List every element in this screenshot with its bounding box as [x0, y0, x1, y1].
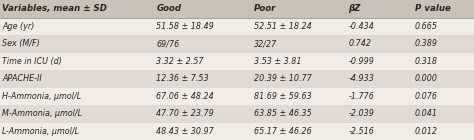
- Text: 48.43 ± 30.97: 48.43 ± 30.97: [156, 127, 214, 136]
- Text: -2.516: -2.516: [348, 127, 374, 136]
- Text: 12.36 ± 7.53: 12.36 ± 7.53: [156, 74, 209, 83]
- Text: Age (yr): Age (yr): [2, 22, 35, 31]
- Text: 3.53 ± 3.81: 3.53 ± 3.81: [254, 57, 301, 66]
- Text: 0.041: 0.041: [415, 109, 438, 118]
- Text: 65.17 ± 46.26: 65.17 ± 46.26: [254, 127, 311, 136]
- Text: 69/76: 69/76: [156, 39, 180, 48]
- Text: 63.85 ± 46.35: 63.85 ± 46.35: [254, 109, 311, 118]
- Text: Time in ICU (d): Time in ICU (d): [2, 57, 62, 66]
- Text: APACHE-II: APACHE-II: [2, 74, 42, 83]
- Text: 81.69 ± 59.63: 81.69 ± 59.63: [254, 92, 311, 101]
- Text: -0.999: -0.999: [348, 57, 374, 66]
- Text: 20.39 ± 10.77: 20.39 ± 10.77: [254, 74, 311, 83]
- Text: 52.51 ± 18.24: 52.51 ± 18.24: [254, 22, 311, 31]
- Bar: [0, 70, 474, 88]
- Text: M-Ammonia, μmol/L: M-Ammonia, μmol/L: [2, 109, 82, 118]
- Text: Sex (M/F): Sex (M/F): [2, 39, 40, 48]
- Text: 0.076: 0.076: [415, 92, 438, 101]
- Bar: [0, 18, 474, 35]
- Text: 0.389: 0.389: [415, 39, 438, 48]
- Text: Variables, mean ± SD: Variables, mean ± SD: [2, 4, 107, 13]
- Text: Poor: Poor: [254, 4, 276, 13]
- Text: 0.665: 0.665: [415, 22, 438, 31]
- Text: 0.742: 0.742: [348, 39, 372, 48]
- Bar: [0, 35, 474, 52]
- Bar: [0, 88, 474, 105]
- Bar: [0, 105, 474, 122]
- Bar: [0, 122, 474, 140]
- Text: -0.434: -0.434: [348, 22, 374, 31]
- Text: 0.318: 0.318: [415, 57, 438, 66]
- Text: 0.000: 0.000: [415, 74, 438, 83]
- Text: 47.70 ± 23.79: 47.70 ± 23.79: [156, 109, 214, 118]
- Text: 0.012: 0.012: [415, 127, 438, 136]
- Text: -2.039: -2.039: [348, 109, 374, 118]
- Text: 3.32 ± 2.57: 3.32 ± 2.57: [156, 57, 204, 66]
- Bar: [0, 0, 474, 18]
- Text: L-Ammonia, μmol/L: L-Ammonia, μmol/L: [2, 127, 80, 136]
- Text: -4.933: -4.933: [348, 74, 374, 83]
- Text: H-Ammonia, μmol/L: H-Ammonia, μmol/L: [2, 92, 82, 101]
- Text: 51.58 ± 18.49: 51.58 ± 18.49: [156, 22, 214, 31]
- Text: -1.776: -1.776: [348, 92, 374, 101]
- Text: 32/27: 32/27: [254, 39, 277, 48]
- Text: βZ: βZ: [348, 4, 361, 13]
- Text: Good: Good: [156, 4, 182, 13]
- Text: P value: P value: [415, 4, 451, 13]
- Bar: [0, 52, 474, 70]
- Text: 67.06 ± 48.24: 67.06 ± 48.24: [156, 92, 214, 101]
